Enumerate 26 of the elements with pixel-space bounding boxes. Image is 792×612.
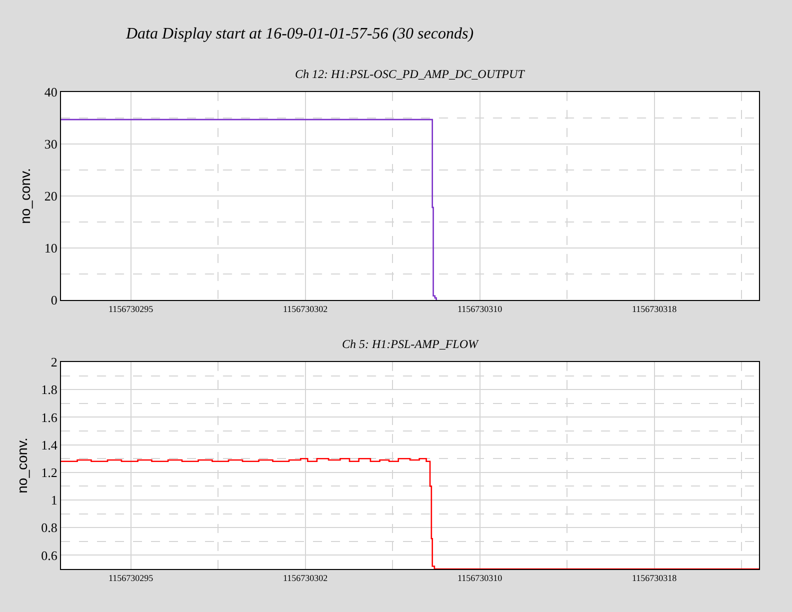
y-tick-label: 1.2	[41, 464, 58, 480]
y-tick-label: 0.6	[41, 548, 58, 563]
x-tick-label: 1156730295	[108, 572, 154, 583]
y-tick-label: 30	[44, 136, 58, 152]
chart-subtitle: Ch 12: H1:PSL-OSC_PD_AMP_DC_OUTPUT	[295, 67, 526, 81]
y-tick-label: 0.8	[41, 520, 58, 536]
y-tick-label: 20	[44, 188, 58, 204]
y-axis-title: no_conv.	[14, 438, 30, 494]
x-tick-label: 1156730310	[457, 304, 503, 314]
chart-title: Ch 5: H1:PSL-AMP_FLOW	[342, 337, 479, 351]
y-tick-label: 0	[50, 292, 58, 308]
y-tick-label: 40	[44, 84, 58, 100]
y-tick-label: 2	[50, 354, 58, 370]
x-tick-label: 1156730318	[632, 304, 678, 314]
y-tick-label: 1.4	[41, 437, 58, 452]
x-tick-label: 1156730302	[282, 572, 328, 583]
y-tick-label: 10	[44, 240, 58, 256]
x-tick-label: 1156730302	[282, 304, 328, 314]
y-tick-label: 1.6	[41, 410, 58, 425]
y-axis-title: no_conv.	[17, 168, 33, 224]
y-tick-label: 1.8	[41, 382, 58, 398]
x-tick-label: 1156730295	[108, 304, 154, 314]
chart-title: Data Display start at 16-09-01-01-57-56 (30 seconds)	[125, 26, 474, 43]
x-tick-label: 1156730318	[632, 572, 678, 583]
x-tick-label: 1156730310	[457, 572, 503, 583]
y-tick-label: 1	[50, 492, 58, 508]
